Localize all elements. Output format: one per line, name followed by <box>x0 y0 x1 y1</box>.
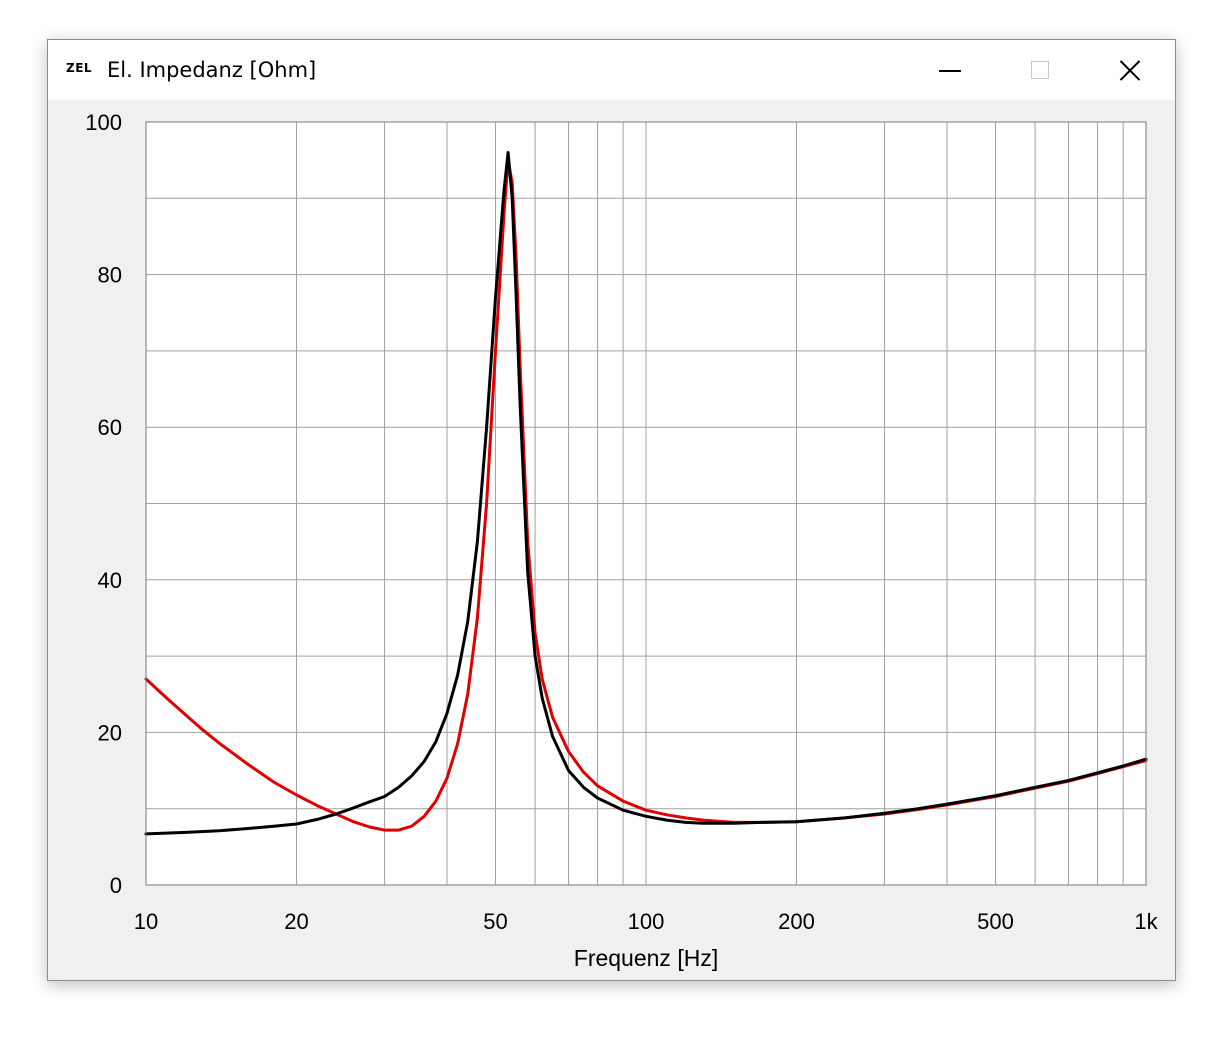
minimize-button[interactable] <box>920 40 980 100</box>
maximize-button[interactable] <box>1010 40 1070 100</box>
x-tick-label: 10 <box>134 909 158 934</box>
close-icon <box>1119 59 1141 81</box>
series-lines <box>144 151 1148 836</box>
x-tick-label: 20 <box>284 909 308 934</box>
y-tick-labels: 0 20 40 60 80 100 <box>85 110 122 898</box>
window-title: El. Impedanz [Ohm] <box>107 58 317 82</box>
x-tick-label: 500 <box>977 909 1014 934</box>
x-axis-label: Frequenz [Hz] <box>574 945 718 971</box>
impedance-chart: 0 20 40 60 80 100 10 20 50 100 200 500 1k Frequenz … <box>85 110 1159 971</box>
y-tick-label: 60 <box>98 415 122 440</box>
x-tick-labels: 10 20 50 100 200 500 1k <box>134 909 1159 934</box>
y-tick-label: 20 <box>98 720 122 745</box>
y-tick-label: 40 <box>98 568 122 593</box>
minimize-icon <box>939 70 961 72</box>
x-tick-label: 200 <box>778 909 815 934</box>
title-bar[interactable]: ZEL El. Impedanz [Ohm] <box>48 40 1175 100</box>
x-tick-label: 100 <box>628 909 665 934</box>
x-tick-label: 1k <box>1134 909 1158 934</box>
y-tick-label: 0 <box>110 873 122 898</box>
impedance-window: ZEL El. Impedanz [Ohm] 0 20 40 60 80 100 10 20… <box>47 39 1176 981</box>
y-tick-label: 100 <box>85 110 122 135</box>
x-tick-label: 50 <box>483 909 507 934</box>
series-line-2 <box>144 151 1148 836</box>
maximize-icon <box>1031 61 1049 79</box>
plot-border <box>145 121 1147 886</box>
close-button[interactable] <box>1100 40 1160 100</box>
app-icon: ZEL <box>66 61 93 75</box>
y-tick-label: 80 <box>98 263 122 288</box>
